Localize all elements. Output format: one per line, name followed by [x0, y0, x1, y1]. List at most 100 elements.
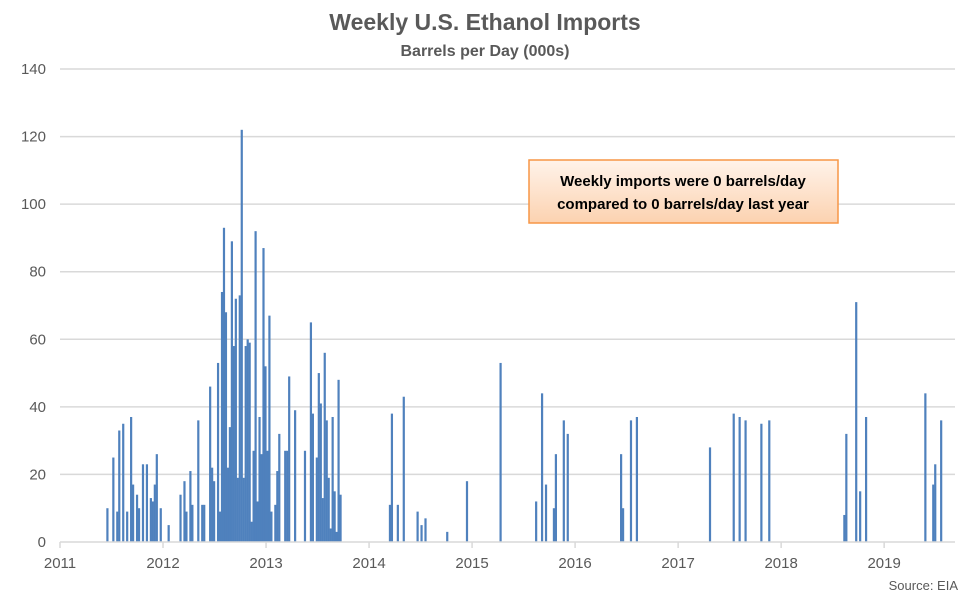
- bar: [339, 494, 342, 542]
- callout-box: Weekly imports were 0 barrels/day compar…: [528, 159, 839, 224]
- bar: [621, 508, 625, 542]
- bar: [238, 295, 241, 542]
- bar: [262, 248, 265, 543]
- bar: [220, 291, 224, 542]
- bar: [278, 433, 281, 542]
- bar: [256, 501, 259, 542]
- bar: [224, 312, 228, 542]
- x-tick-label: 2015: [455, 555, 488, 572]
- bars: [106, 129, 943, 543]
- bar: [248, 342, 251, 542]
- bar: [760, 423, 763, 542]
- bar: [274, 504, 277, 542]
- bar: [309, 322, 313, 542]
- bar: [252, 450, 255, 542]
- callout-line-1: Weekly imports were 0 barrels/day: [560, 173, 806, 190]
- x-tick-label: 2011: [44, 555, 76, 572]
- bar: [562, 420, 565, 542]
- bar: [126, 511, 129, 542]
- bar: [191, 504, 194, 542]
- bar: [137, 508, 141, 542]
- bar: [566, 433, 569, 542]
- bar: [420, 525, 423, 542]
- x-tick-label: 2013: [249, 555, 282, 572]
- bar: [864, 416, 868, 542]
- bar: [859, 491, 862, 542]
- bar: [416, 511, 419, 542]
- y-tick-label: 40: [29, 399, 46, 416]
- bar: [924, 393, 927, 542]
- bar: [333, 491, 336, 542]
- bar: [266, 450, 269, 542]
- bar: [286, 450, 289, 542]
- bar: [211, 467, 214, 542]
- bar: [424, 518, 427, 542]
- callout-background: [528, 159, 839, 224]
- bar: [189, 471, 192, 542]
- bar: [402, 396, 405, 542]
- x-tick-label: 2016: [558, 555, 591, 572]
- bar: [629, 420, 633, 542]
- bar: [284, 450, 287, 542]
- bar: [179, 494, 182, 542]
- bar: [130, 416, 133, 542]
- bar: [122, 423, 125, 542]
- bar: [317, 373, 320, 542]
- y-tick-label: 80: [29, 264, 46, 281]
- bar: [855, 302, 858, 542]
- bar: [294, 410, 297, 542]
- bar: [167, 525, 170, 542]
- bar: [845, 433, 848, 542]
- bar: [535, 501, 538, 542]
- callout-line-2: compared to 0 barrels/day last year: [557, 196, 809, 213]
- bar: [620, 454, 623, 542]
- bar: [544, 484, 548, 542]
- bar: [258, 416, 261, 542]
- bar: [319, 403, 322, 542]
- bar: [311, 413, 314, 542]
- chart-title: Weekly U.S. Ethanol Imports: [329, 9, 640, 35]
- bar: [446, 531, 449, 542]
- source-label: Source: EIA: [889, 578, 959, 593]
- bar: [254, 231, 257, 542]
- bar: [540, 393, 544, 542]
- bar: [288, 376, 291, 542]
- bar: [315, 457, 318, 542]
- bar: [708, 447, 712, 542]
- y-tick-label: 120: [21, 129, 46, 146]
- bar: [768, 420, 771, 542]
- bar: [209, 386, 212, 542]
- bar: [329, 528, 332, 542]
- bar: [934, 464, 937, 542]
- bar: [303, 450, 307, 542]
- bar: [388, 504, 392, 542]
- bar: [185, 511, 188, 542]
- y-tick-label: 60: [29, 331, 46, 348]
- bar: [335, 531, 338, 542]
- bar: [232, 346, 235, 542]
- bar: [159, 508, 162, 542]
- bar: [132, 484, 135, 542]
- bar: [325, 420, 328, 542]
- x-tick-label: 2018: [764, 555, 797, 572]
- x-tick-label: 2017: [661, 555, 694, 572]
- bar: [218, 511, 222, 542]
- y-tick-label: 140: [21, 61, 46, 78]
- bar: [155, 454, 158, 542]
- bar: [843, 514, 846, 542]
- bar: [744, 420, 747, 542]
- x-tick-label: 2019: [867, 555, 900, 572]
- bar: [141, 464, 145, 542]
- axes: 0 20 40 60 80 100 120 140 2011 2012 2013 2014 2015 20…: [21, 61, 955, 572]
- chart-subtitle: Barrels per Day (000s): [401, 43, 570, 60]
- bar: [276, 471, 279, 542]
- bar: [321, 498, 324, 542]
- y-tick-label: 0: [38, 534, 46, 551]
- bar: [145, 464, 149, 542]
- bar: [327, 477, 330, 542]
- bar: [234, 298, 237, 542]
- x-tick-label: 2012: [146, 555, 179, 572]
- bar: [149, 498, 152, 542]
- bar: [201, 504, 204, 542]
